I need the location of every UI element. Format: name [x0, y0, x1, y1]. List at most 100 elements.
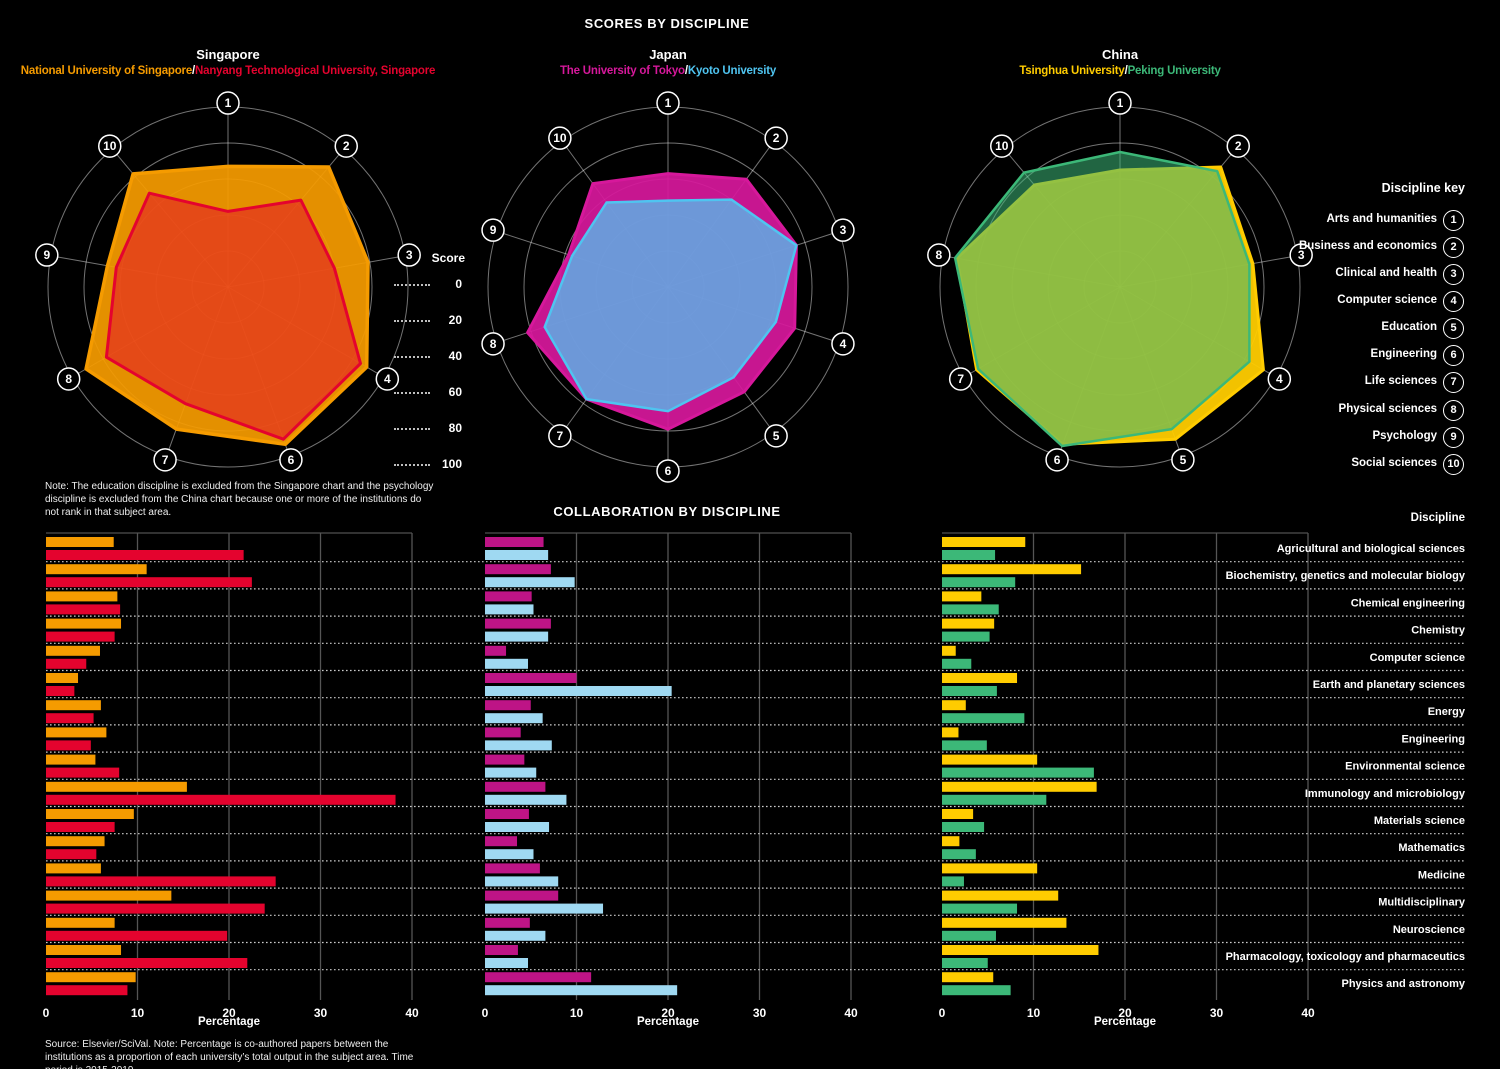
bar-china-series-a: [942, 917, 1067, 928]
bar-japan-series-b: [485, 550, 549, 560]
radar-chart-singapore: 1 2 3 4 6 7 8 9 10: [35, 91, 421, 472]
university-a-name: National University of Singapore: [20, 65, 193, 77]
category-label: Chemistry: [1411, 625, 1466, 637]
bar-china-series-b: [942, 740, 987, 751]
bar-japan-series-a: [485, 700, 531, 711]
axis-number: 7: [957, 372, 964, 386]
axis-number-circle: [1226, 134, 1250, 158]
axis-number-circle: [764, 424, 788, 448]
separator-slash: /: [1124, 65, 1128, 77]
axis-number: 8: [490, 337, 497, 351]
bar-japan-series-b: [485, 713, 543, 724]
bar-japan-series-b: [485, 822, 550, 832]
bar-singapore-series-a: [46, 836, 105, 847]
x-tick-label: 0: [43, 1006, 50, 1020]
bar-singapore-series-b: [46, 550, 244, 560]
radar-header-japan: Japan The University of Tokyo/Kyoto Univ…: [408, 47, 928, 79]
radar-ring: [523, 142, 813, 432]
key-item-number-circle: 6: [1443, 345, 1464, 367]
key-item-label: Computer science: [1337, 293, 1437, 306]
key-item-label: Social sciences: [1351, 456, 1437, 469]
country-title: Japan: [649, 47, 687, 62]
bar-china-series-a: [942, 945, 1099, 955]
x-axis-title-singapore: Percentage: [197, 1016, 260, 1028]
axis-number-circle: [548, 126, 572, 150]
bar-japan-series-a: [485, 673, 577, 683]
score-tick-label: 40: [448, 349, 462, 363]
axis-number: 4: [384, 372, 391, 386]
bar-china-series-b: [942, 849, 976, 860]
axis-number-circle: [481, 332, 505, 356]
axis-number-circle: [98, 134, 122, 158]
bar-japan-series-b: [485, 604, 534, 615]
axis-number: 4: [1276, 372, 1283, 386]
chart-note: Note: The education discipline is exclud…: [45, 481, 434, 518]
key-item-label: Arts and humanities: [1326, 212, 1437, 225]
bar-japan-series-a: [485, 781, 546, 792]
bar-singapore-series-b: [46, 876, 276, 887]
axis-number-circle: [216, 91, 240, 115]
bar-singapore-series-b: [46, 713, 94, 724]
key-item-label: Psychology: [1372, 429, 1437, 442]
axis-number-circle: [334, 134, 358, 158]
axis-number: 2: [1235, 139, 1242, 153]
bar-china-series-a: [942, 727, 959, 738]
bar-japan-series-b: [485, 985, 678, 996]
bar-singapore-series-a: [46, 591, 118, 602]
axis-number: 9: [490, 223, 497, 237]
axis-number-circle: [56, 367, 81, 391]
category-label: Agricultural and biological sciences: [1277, 543, 1465, 555]
bar-japan-series-b: [485, 658, 529, 669]
axis-number-circle: [831, 218, 855, 242]
key-item-label: Business and economics: [1298, 239, 1437, 252]
radar-polygon-b: [104, 191, 362, 441]
bar-japan-series-b: [485, 958, 529, 968]
score-tick-label: 100: [441, 457, 462, 471]
category-label: Engineering: [1401, 733, 1465, 745]
bar-singapore-series-b: [46, 985, 128, 996]
axis-number-circle: [35, 243, 59, 267]
x-axis-title-china: Percentage: [1093, 1016, 1156, 1028]
x-tick-label: 20: [1118, 1006, 1132, 1020]
bar-japan-series-a: [485, 754, 525, 765]
bar-japan-series-a: [485, 618, 551, 629]
x-tick-label: 30: [753, 1006, 767, 1020]
axis-number-circle: [990, 134, 1014, 158]
category-label: Environmental science: [1345, 761, 1465, 773]
collaboration-title: COLLABORATION BY DISCIPLINE: [553, 504, 781, 519]
bar-singapore-series-a: [46, 945, 122, 955]
discipline-key-item: Psychology 9: [1280, 426, 1500, 449]
discipline-key-item: Business and economics 2: [1280, 236, 1500, 259]
discipline-key-item: Life sciences 7: [1280, 372, 1500, 394]
bar-china-series-a: [942, 781, 1097, 792]
score-tick-label: 0: [455, 277, 462, 291]
radar-header-singapore: Singapore National University of Singapo…: [0, 47, 488, 79]
x-tick-label: 40: [405, 1006, 419, 1020]
score-tick-label: 60: [448, 385, 462, 399]
category-label: Medicine: [1418, 869, 1465, 881]
bar-japan-series-a: [485, 972, 592, 983]
bar-singapore-series-b: [46, 577, 252, 588]
axis-number: 8: [65, 372, 72, 386]
bar-china-series-b: [942, 658, 972, 669]
score-tick-label: 80: [448, 421, 462, 435]
bar-japan-series-b: [485, 686, 672, 696]
bar-china-series-a: [942, 836, 960, 847]
bar-china-series-b: [942, 577, 1016, 588]
discipline-key-item: Engineering 6: [1280, 345, 1500, 367]
bar-china-series-a: [942, 591, 982, 602]
axis-number-circle: [927, 243, 951, 267]
bar-japan-series-a: [485, 564, 551, 575]
bar-japan-series-a: [485, 945, 518, 955]
university-names: Tsinghua University/Peking University: [860, 63, 1380, 79]
bar-japan-series-b: [485, 903, 604, 914]
axis-number: 1: [665, 96, 672, 110]
axis-number: 2: [343, 139, 350, 153]
axis-number-circle: [1045, 448, 1069, 472]
discipline-key-title: Discipline key: [1381, 181, 1465, 195]
bar-singapore-series-b: [46, 631, 115, 642]
axis-number-circle: [548, 424, 572, 448]
category-label: Neuroscience: [1393, 924, 1465, 936]
axis-number-circle: [1267, 367, 1292, 391]
bar-singapore-series-b: [46, 740, 91, 751]
